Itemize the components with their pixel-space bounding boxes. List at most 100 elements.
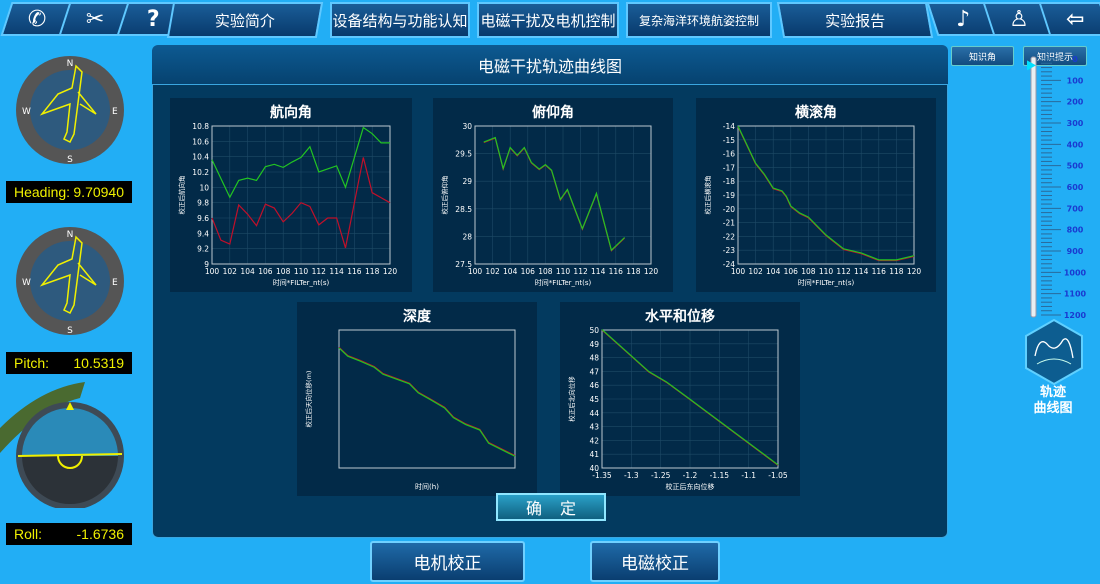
x-tick-label: 100 xyxy=(205,267,220,276)
x-tick-label: -1.2 xyxy=(683,471,698,480)
svg-text:E: E xyxy=(112,107,118,117)
aircraft-icon xyxy=(39,64,97,144)
exit-button[interactable]: ⇦ xyxy=(1038,2,1100,36)
y-tick-label: 50 xyxy=(589,326,599,335)
chart-title: 航向角 xyxy=(270,105,312,121)
x-tick-label: 114 xyxy=(329,267,344,276)
x-tick-label: 106 xyxy=(258,267,273,276)
tools-icon: ✂ xyxy=(85,6,105,32)
svg-text:W: W xyxy=(22,278,31,288)
x-tick-label: 114 xyxy=(854,267,869,276)
em-calibration-button[interactable]: 电磁校正 xyxy=(590,541,720,582)
y-axis-label: 校正后横滚角 xyxy=(703,176,712,215)
y-tick-label: -19 xyxy=(723,191,735,200)
y-tick-label: 10 xyxy=(199,183,209,192)
y-tick-label: 28.5 xyxy=(455,205,472,214)
x-tick-label: 116 xyxy=(872,267,887,276)
pitch-value: 10.5319 xyxy=(73,355,124,371)
chart-roll: 100 102 104 106 108 110 112 114 116 118 120 -24 -23 -… xyxy=(696,98,936,292)
y-tick-label: 48 xyxy=(589,354,599,363)
x-tick-label: 112 xyxy=(836,267,851,276)
x-tick-label: -1.1 xyxy=(741,471,756,480)
y-tick-label: -22 xyxy=(723,232,735,241)
scale-label: 300 xyxy=(1067,119,1084,128)
y-tick-label: 10.6 xyxy=(192,137,209,146)
y-tick-label: -16 xyxy=(723,150,735,159)
chart-heading: 100 102 104 106 108 110 112 114 116 118 120 9 9.2 9.4… xyxy=(170,98,412,292)
y-tick-label: -24 xyxy=(723,260,735,269)
submarine-model xyxy=(0,382,85,453)
x-tick-label: 118 xyxy=(365,267,380,276)
y-tick-label: 40 xyxy=(589,464,599,473)
x-tick-label: -1.15 xyxy=(710,471,730,480)
chart-title: 横滚角 xyxy=(795,105,837,121)
aircraft-icon xyxy=(39,235,97,315)
tab-label: 实验简介 xyxy=(214,11,275,30)
x-tick-label: -1.35 xyxy=(592,471,612,480)
attitude-indicator xyxy=(0,382,124,508)
x-tick-label: 120 xyxy=(644,267,659,276)
x-tick-label: 108 xyxy=(801,267,816,276)
plot-frame xyxy=(338,329,516,469)
curve-icon xyxy=(1034,338,1074,359)
x-tick-label: 102 xyxy=(223,267,238,276)
chart-title: 深度 xyxy=(403,309,431,325)
scale-label: 0 xyxy=(1072,55,1078,64)
plot-frame xyxy=(737,125,915,265)
knowledge-hint-button[interactable]: 知识提示 xyxy=(1023,46,1087,66)
y-tick-label: -20 xyxy=(723,205,735,214)
series-line xyxy=(483,137,626,252)
phone-icon: ✆ xyxy=(27,6,47,32)
scale-label: 700 xyxy=(1067,204,1084,213)
music-icon: ♪ xyxy=(955,6,971,32)
x-axis-label: 时间(h) xyxy=(415,482,439,491)
scale-label: 1000 xyxy=(1064,268,1087,277)
trajectory-label-line1: 轨迹 xyxy=(1039,385,1066,400)
series-line xyxy=(338,347,516,457)
y-tick-label: 10.8 xyxy=(192,122,209,131)
y-tick-label: -23 xyxy=(723,246,735,255)
y-tick-label: 41 xyxy=(589,450,599,459)
y-tick-label: -18 xyxy=(723,177,735,186)
knowledge-angle-button[interactable]: 知识角 xyxy=(951,46,1014,66)
x-tick-label: 104 xyxy=(766,267,781,276)
x-tick-label: 108 xyxy=(276,267,291,276)
x-tick-label: 104 xyxy=(240,267,255,276)
motor-calibration-button[interactable]: 电机校正 xyxy=(370,541,525,582)
chart-horizontal: -1.35 -1.3 -1.25 -1.2 -1.15 -1.1 -1.05 40 41 42 43… xyxy=(560,302,800,496)
heading-compass: N S W E xyxy=(16,56,124,165)
svg-text:N: N xyxy=(67,59,74,69)
y-tick-label: 44 xyxy=(589,409,599,418)
tab-em-motor[interactable]: 电磁干扰及电机控制 xyxy=(477,2,619,38)
y-tick-label: 28 xyxy=(462,232,472,241)
trajectory-curve-button[interactable] xyxy=(1023,318,1085,386)
trajectory-label-line2: 曲线图 xyxy=(1033,401,1073,416)
series-line xyxy=(737,125,915,261)
tab-intro[interactable]: 实验简介 xyxy=(166,2,324,38)
confirm-button[interactable]: 确定 xyxy=(496,493,606,521)
x-tick-label: 118 xyxy=(889,267,904,276)
roll-value: -1.6736 xyxy=(76,526,124,542)
plot-frame xyxy=(211,125,391,265)
y-tick-label: 9.6 xyxy=(197,214,209,223)
y-axis-label: 校正后俯仰角 xyxy=(440,176,449,215)
scale-label: 900 xyxy=(1067,247,1084,256)
tab-ocean-control[interactable]: 复杂海洋环境航姿控制 xyxy=(626,2,772,38)
y-tick-label: 27.5 xyxy=(455,260,472,269)
y-tick-label: 46 xyxy=(589,381,599,390)
help-icon: ? xyxy=(146,6,160,32)
y-axis-label: 校正后天向位移(m) xyxy=(304,371,313,428)
heading-readout: Heading: 9.70940 xyxy=(6,181,132,203)
x-tick-label: -1.05 xyxy=(768,471,788,480)
tab-structure[interactable]: 设备结构与功能认知 xyxy=(330,2,470,38)
x-axis-label: 时间*FILTer_nt(s) xyxy=(798,278,855,287)
scale-label: 1100 xyxy=(1064,290,1087,299)
pitch-readout: Pitch: 10.5319 xyxy=(6,352,132,374)
depth-scale[interactable]: 0 100 200 300 400 500 600 700 800 900 1000 1100 1200 xyxy=(1025,55,1100,320)
x-tick-label: -1.25 xyxy=(651,471,671,480)
x-tick-label: 112 xyxy=(573,267,588,276)
y-tick-label: 9 xyxy=(204,260,209,269)
tab-report[interactable]: 实验报告 xyxy=(776,2,934,38)
series-line xyxy=(601,329,779,466)
x-tick-label: 106 xyxy=(784,267,799,276)
